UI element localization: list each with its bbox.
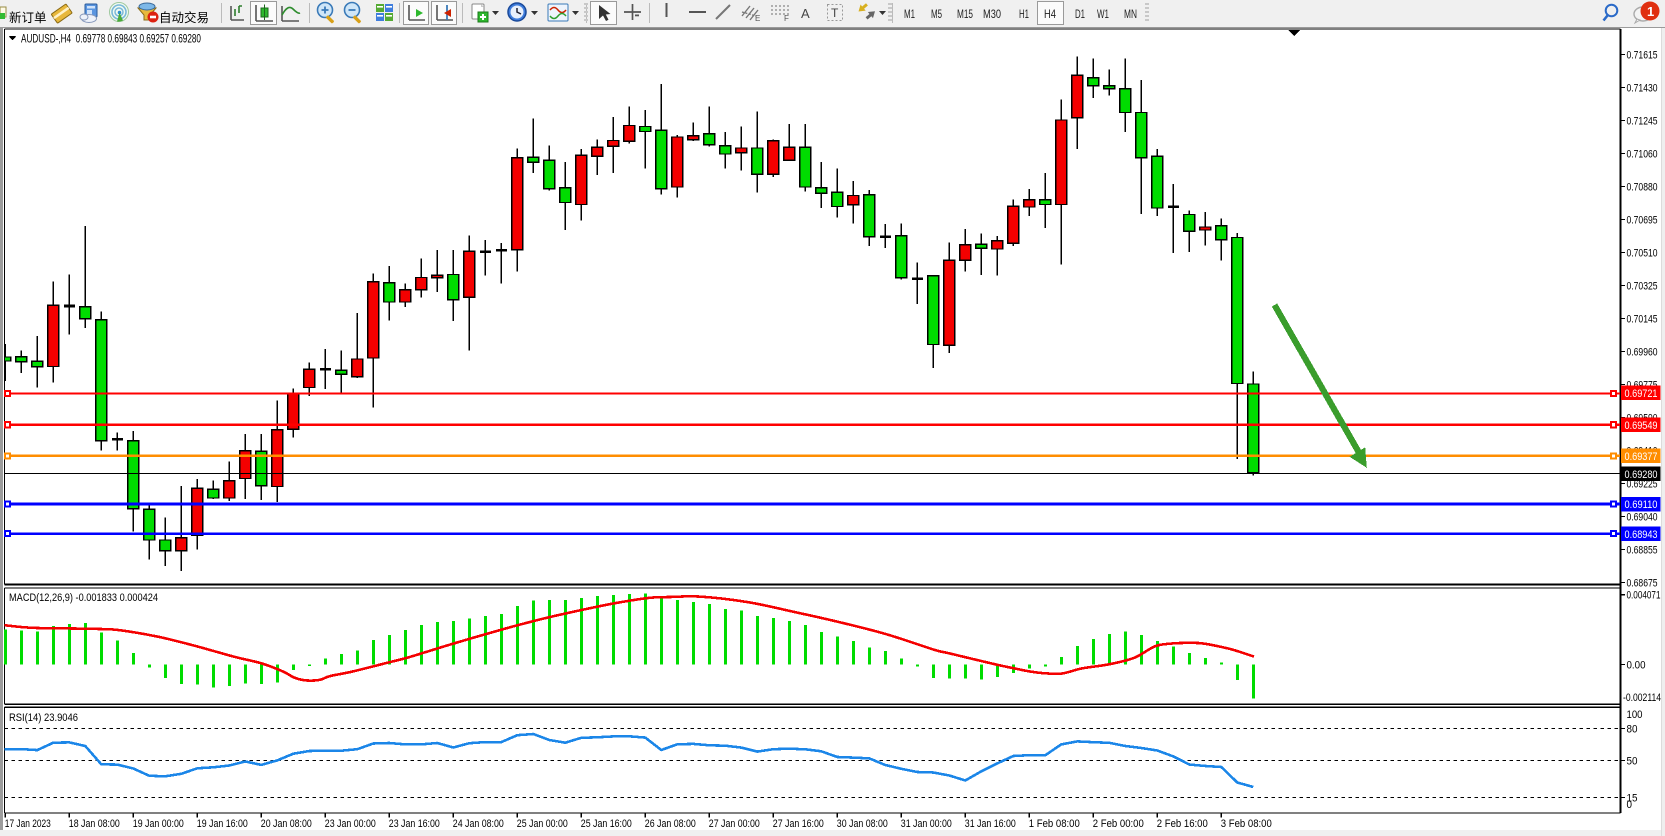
svg-text:E: E	[755, 14, 760, 23]
svg-text:0.71060: 0.71060	[1627, 149, 1658, 161]
svg-text:100: 100	[1627, 709, 1643, 721]
svg-text:23 Jan 16:00: 23 Jan 16:00	[389, 818, 440, 830]
svg-text:0.68855: 0.68855	[1627, 545, 1658, 557]
svg-text:0.70325: 0.70325	[1627, 281, 1658, 293]
svg-text:F: F	[784, 14, 789, 23]
svg-text:MACD(12,26,9) -0.001833 0.0004: MACD(12,26,9) -0.001833 0.000424	[9, 592, 158, 604]
svg-text:80: 80	[1627, 724, 1638, 736]
svg-text:W1: W1	[1097, 7, 1109, 21]
svg-text:MN: MN	[1124, 7, 1137, 21]
svg-text:0.68675: 0.68675	[1627, 578, 1658, 590]
svg-text:19 Jan 16:00: 19 Jan 16:00	[197, 818, 248, 830]
svg-text:0.004071: 0.004071	[1627, 590, 1661, 602]
svg-text:50: 50	[1627, 756, 1638, 768]
svg-text:31 Jan 16:00: 31 Jan 16:00	[965, 818, 1016, 830]
svg-text:0.70145: 0.70145	[1627, 314, 1658, 326]
svg-text:0.71245: 0.71245	[1627, 116, 1658, 128]
svg-text:0.70695: 0.70695	[1627, 215, 1658, 227]
svg-text:19 Jan 00:00: 19 Jan 00:00	[133, 818, 184, 830]
svg-text:26 Jan 08:00: 26 Jan 08:00	[645, 818, 696, 830]
svg-text:0.70880: 0.70880	[1627, 182, 1658, 194]
svg-text:3 Feb 08:00: 3 Feb 08:00	[1221, 818, 1272, 830]
svg-text:0.69377: 0.69377	[1625, 451, 1658, 463]
svg-text:H1: H1	[1019, 7, 1029, 21]
svg-text:24 Jan 08:00: 24 Jan 08:00	[453, 818, 504, 830]
svg-text:15: 15	[1627, 793, 1638, 805]
svg-text:H4: H4	[1044, 7, 1056, 21]
svg-text:0.69040: 0.69040	[1627, 512, 1658, 524]
svg-text:0.69549: 0.69549	[1625, 420, 1658, 432]
svg-text:30 Jan 08:00: 30 Jan 08:00	[837, 818, 888, 830]
svg-text:18 Jan 08:00: 18 Jan 08:00	[69, 818, 120, 830]
svg-text:27 Jan 00:00: 27 Jan 00:00	[709, 818, 760, 830]
svg-text:25 Jan 00:00: 25 Jan 00:00	[517, 818, 568, 830]
svg-text:0: 0	[1627, 799, 1633, 811]
svg-text:RSI(14) 23.9046: RSI(14) 23.9046	[9, 712, 78, 724]
svg-text:M30: M30	[983, 7, 1001, 21]
svg-text:17 Jan 2023: 17 Jan 2023	[5, 818, 51, 830]
svg-text:2 Feb 16:00: 2 Feb 16:00	[1157, 818, 1208, 830]
svg-text:M1: M1	[904, 7, 915, 21]
svg-text:0.71615: 0.71615	[1627, 50, 1658, 62]
svg-text:0.69225: 0.69225	[1627, 479, 1658, 491]
svg-text:0.70510: 0.70510	[1627, 248, 1658, 260]
svg-text:20 Jan 08:00: 20 Jan 08:00	[261, 818, 312, 830]
svg-text:-0.002114: -0.002114	[1623, 692, 1661, 704]
svg-text:23 Jan 00:00: 23 Jan 00:00	[325, 818, 376, 830]
svg-text:0.69110: 0.69110	[1625, 499, 1658, 511]
svg-text:0.00: 0.00	[1627, 660, 1646, 672]
svg-text:M5: M5	[931, 7, 942, 21]
svg-text:1 Feb 08:00: 1 Feb 08:00	[1029, 818, 1080, 830]
svg-text:0.69721: 0.69721	[1625, 388, 1658, 400]
svg-text:0.71430: 0.71430	[1627, 83, 1658, 95]
svg-text:M15: M15	[957, 7, 973, 21]
svg-text:0.69280: 0.69280	[1625, 469, 1658, 481]
svg-text:31 Jan 00:00: 31 Jan 00:00	[901, 818, 952, 830]
svg-text:AUDUSD-,H4 0.69778 0.69843 0.: AUDUSD-,H4 0.69778 0.69843 0.69257 0.692…	[21, 32, 201, 46]
svg-text:27 Jan 16:00: 27 Jan 16:00	[773, 818, 824, 830]
svg-text:0.68943: 0.68943	[1625, 529, 1658, 541]
svg-text:0.69960: 0.69960	[1627, 347, 1658, 359]
svg-text:25 Jan 16:00: 25 Jan 16:00	[581, 818, 632, 830]
svg-text:2 Feb 00:00: 2 Feb 00:00	[1093, 818, 1144, 830]
svg-text:D1: D1	[1075, 7, 1085, 21]
